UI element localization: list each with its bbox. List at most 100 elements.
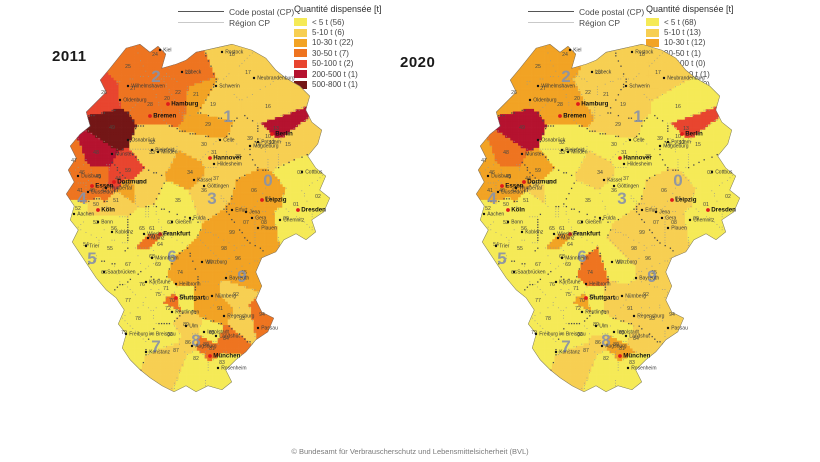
- plz-code-label: 92: [643, 292, 649, 298]
- plz-code-label: 53: [503, 220, 509, 226]
- city-dot: [188, 216, 192, 220]
- city-dot: [576, 102, 580, 106]
- plz-code-label: 87: [583, 348, 589, 354]
- plz-code-label: 29: [615, 122, 621, 128]
- region-line-icon: [178, 22, 224, 23]
- plz-code-label: 25: [125, 64, 131, 70]
- plz-code-label: 85: [619, 330, 625, 336]
- city-dot: [628, 138, 632, 142]
- city-dot: [142, 232, 146, 236]
- city-dot: [174, 282, 178, 286]
- city-dot: [76, 174, 80, 178]
- city-label: Fulda: [603, 216, 616, 222]
- plz-code-label: 63: [167, 220, 173, 226]
- city-label: Bonn: [101, 220, 113, 226]
- city-label: Koblenz: [525, 230, 544, 236]
- city-dot: [112, 180, 116, 184]
- city-label: Potsdam: [671, 140, 691, 146]
- plz-code-label: 98: [631, 246, 637, 252]
- plz-code-label: 37: [623, 176, 629, 182]
- plz-code-label: 22: [175, 90, 181, 96]
- city-label: Erfurt: [645, 208, 658, 214]
- city-label: Rostock: [225, 50, 244, 56]
- plz-code-label: 84: [223, 336, 229, 342]
- city-dot: [536, 138, 540, 142]
- city-label: Ingolstadt: [207, 330, 229, 336]
- plz-region: [193, 280, 221, 318]
- plz-region: [264, 137, 281, 172]
- plz-code-label: 75: [565, 292, 571, 298]
- plz-region: [97, 181, 117, 203]
- city-dot: [624, 84, 628, 88]
- region-digit-label: 4: [77, 189, 87, 208]
- city-label: Düsseldorf: [91, 190, 116, 196]
- city-label: Oldenburg: [123, 98, 147, 104]
- region-digit-label: 7: [561, 337, 570, 356]
- city-label: Augsburg: [195, 344, 217, 350]
- city-dot: [110, 152, 114, 156]
- city-dot: [180, 70, 184, 74]
- plz-code-label: 08: [671, 220, 677, 226]
- plz-code-label: 44: [115, 176, 121, 182]
- city-dot: [640, 208, 644, 212]
- plz-code-label: 48: [93, 150, 99, 156]
- plz-region: [123, 270, 156, 302]
- plz-code-label: 09: [693, 216, 699, 222]
- city-dot: [104, 186, 108, 190]
- region-digit-label: 6: [577, 247, 586, 266]
- city-dot: [622, 162, 626, 166]
- plz-code-label: 36: [201, 188, 207, 194]
- city-label: Gera: [255, 216, 266, 222]
- plz-code-label: 19: [210, 102, 216, 108]
- city-dot: [634, 276, 638, 280]
- region-digit-label: 4: [487, 189, 497, 208]
- city-label: Potsdam: [261, 140, 281, 146]
- plz-code-label: 17: [655, 70, 661, 76]
- plz-region: [564, 181, 613, 224]
- city-dot: [520, 152, 524, 156]
- legend-class-row: 10-30 t (22): [294, 38, 382, 48]
- city-label: Hildesheim: [217, 162, 242, 168]
- city-label: Trier: [499, 244, 509, 250]
- city-dot: [554, 350, 558, 354]
- city-dot: [170, 310, 174, 314]
- city-label: Kassel: [197, 178, 212, 184]
- city-label: München: [213, 353, 240, 360]
- legend-class-row: < 5 t (68): [646, 17, 734, 27]
- city-label: Bonn: [511, 220, 523, 226]
- city-dot: [118, 98, 122, 102]
- city-label: Gießen: [175, 220, 192, 226]
- city-dot: [560, 148, 564, 152]
- legend-class-row: < 5 t (56): [294, 17, 382, 27]
- plz-code-label: 47: [71, 158, 77, 164]
- region-digit-label: 2: [151, 67, 160, 86]
- plz-code-label: 10: [675, 134, 681, 140]
- city-label: Köln: [101, 207, 115, 214]
- plz-region: [128, 207, 148, 250]
- plz-code-label: 02: [315, 194, 321, 200]
- plz-code-label: 27: [540, 86, 546, 92]
- plz-code-label: 82: [193, 356, 199, 362]
- plz-region: [230, 168, 273, 209]
- city-label: Fulda: [193, 216, 206, 222]
- city-dot: [612, 184, 616, 188]
- city-label: Hamburg: [581, 101, 608, 108]
- legend-swatch: [646, 28, 659, 37]
- legend-class-row: 200-500 t (1): [294, 69, 382, 79]
- plz-region: [147, 205, 164, 235]
- plz-code-label: 18: [229, 52, 235, 58]
- plz-code-label: 45: [95, 174, 101, 180]
- city-label: Hannover: [623, 155, 652, 162]
- city-dot: [600, 344, 604, 348]
- legend-class-label: 10-30 t (12): [664, 38, 705, 47]
- plz-code-label: 60: [149, 234, 155, 240]
- city-label: Wiesbaden: [147, 232, 172, 238]
- plz-code-label: 69: [565, 262, 571, 268]
- plz-code-label: 52: [485, 206, 491, 212]
- city-dot: [554, 280, 558, 284]
- plz-code-label: 42: [101, 188, 107, 194]
- plz-code-label: 74: [587, 270, 593, 276]
- legend-postal-row: Code postal (CP): [528, 6, 644, 17]
- city-dot: [602, 178, 606, 182]
- legend-swatch: [294, 28, 307, 37]
